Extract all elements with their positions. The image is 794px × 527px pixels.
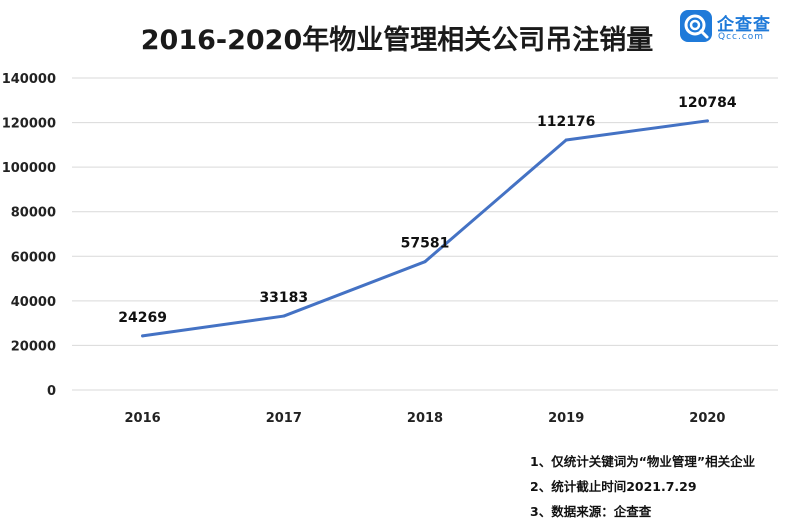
data-point xyxy=(282,314,286,318)
y-tick-label: 100000 xyxy=(2,161,56,176)
x-tick-label: 2019 xyxy=(548,411,584,426)
logo-name: 企查查 xyxy=(717,15,771,35)
data-label: 120784 xyxy=(678,95,737,111)
data-label: 33183 xyxy=(259,290,308,306)
data-point xyxy=(141,334,145,338)
footnote: 3、数据来源：企查查 xyxy=(530,504,652,519)
series-polyline xyxy=(141,119,709,338)
x-tick-label: 2020 xyxy=(689,411,725,426)
logo-domain: Qcc.com xyxy=(718,32,765,42)
y-tick-label: 140000 xyxy=(2,72,56,87)
data-point xyxy=(423,260,427,264)
brand-logo: 企查查 Qcc.com xyxy=(680,8,790,44)
y-tick-label: 80000 xyxy=(11,206,56,221)
y-tick-label: 0 xyxy=(47,384,56,399)
data-label: 112176 xyxy=(537,114,595,130)
x-tick-label: 2016 xyxy=(125,411,161,426)
x-tick-label: 2018 xyxy=(407,411,443,426)
footnote: 1、仅统计关键词为“物业管理”相关企业 xyxy=(530,454,756,469)
data-point xyxy=(564,138,568,142)
y-tick-label: 60000 xyxy=(11,250,56,265)
y-axis-ticks: 0 20000 40000 60000 80000 100000 120000 140000 xyxy=(2,72,56,399)
data-label: 24269 xyxy=(118,310,167,326)
data-labels: 24269 33183 57581 112176 120784 xyxy=(118,95,737,326)
x-axis-ticks: 2016 2017 2018 2019 2020 xyxy=(125,411,726,426)
chart-title: 2016-2020年物业管理相关公司吊注销量 xyxy=(140,25,654,56)
y-tick-label: 20000 xyxy=(11,339,56,354)
y-tick-label: 40000 xyxy=(11,295,56,310)
qcc-logo-icon xyxy=(680,10,712,42)
gridlines xyxy=(72,77,778,391)
footnotes: 1、仅统计关键词为“物业管理”相关企业 2、统计截止时间2021.7.29 3、… xyxy=(530,452,794,527)
x-tick-label: 2017 xyxy=(266,411,302,426)
series-line xyxy=(141,119,709,338)
data-label: 57581 xyxy=(401,236,450,252)
footnote: 2、统计截止时间2021.7.29 xyxy=(530,479,697,494)
y-tick-label: 120000 xyxy=(2,117,56,132)
data-point xyxy=(705,119,709,123)
